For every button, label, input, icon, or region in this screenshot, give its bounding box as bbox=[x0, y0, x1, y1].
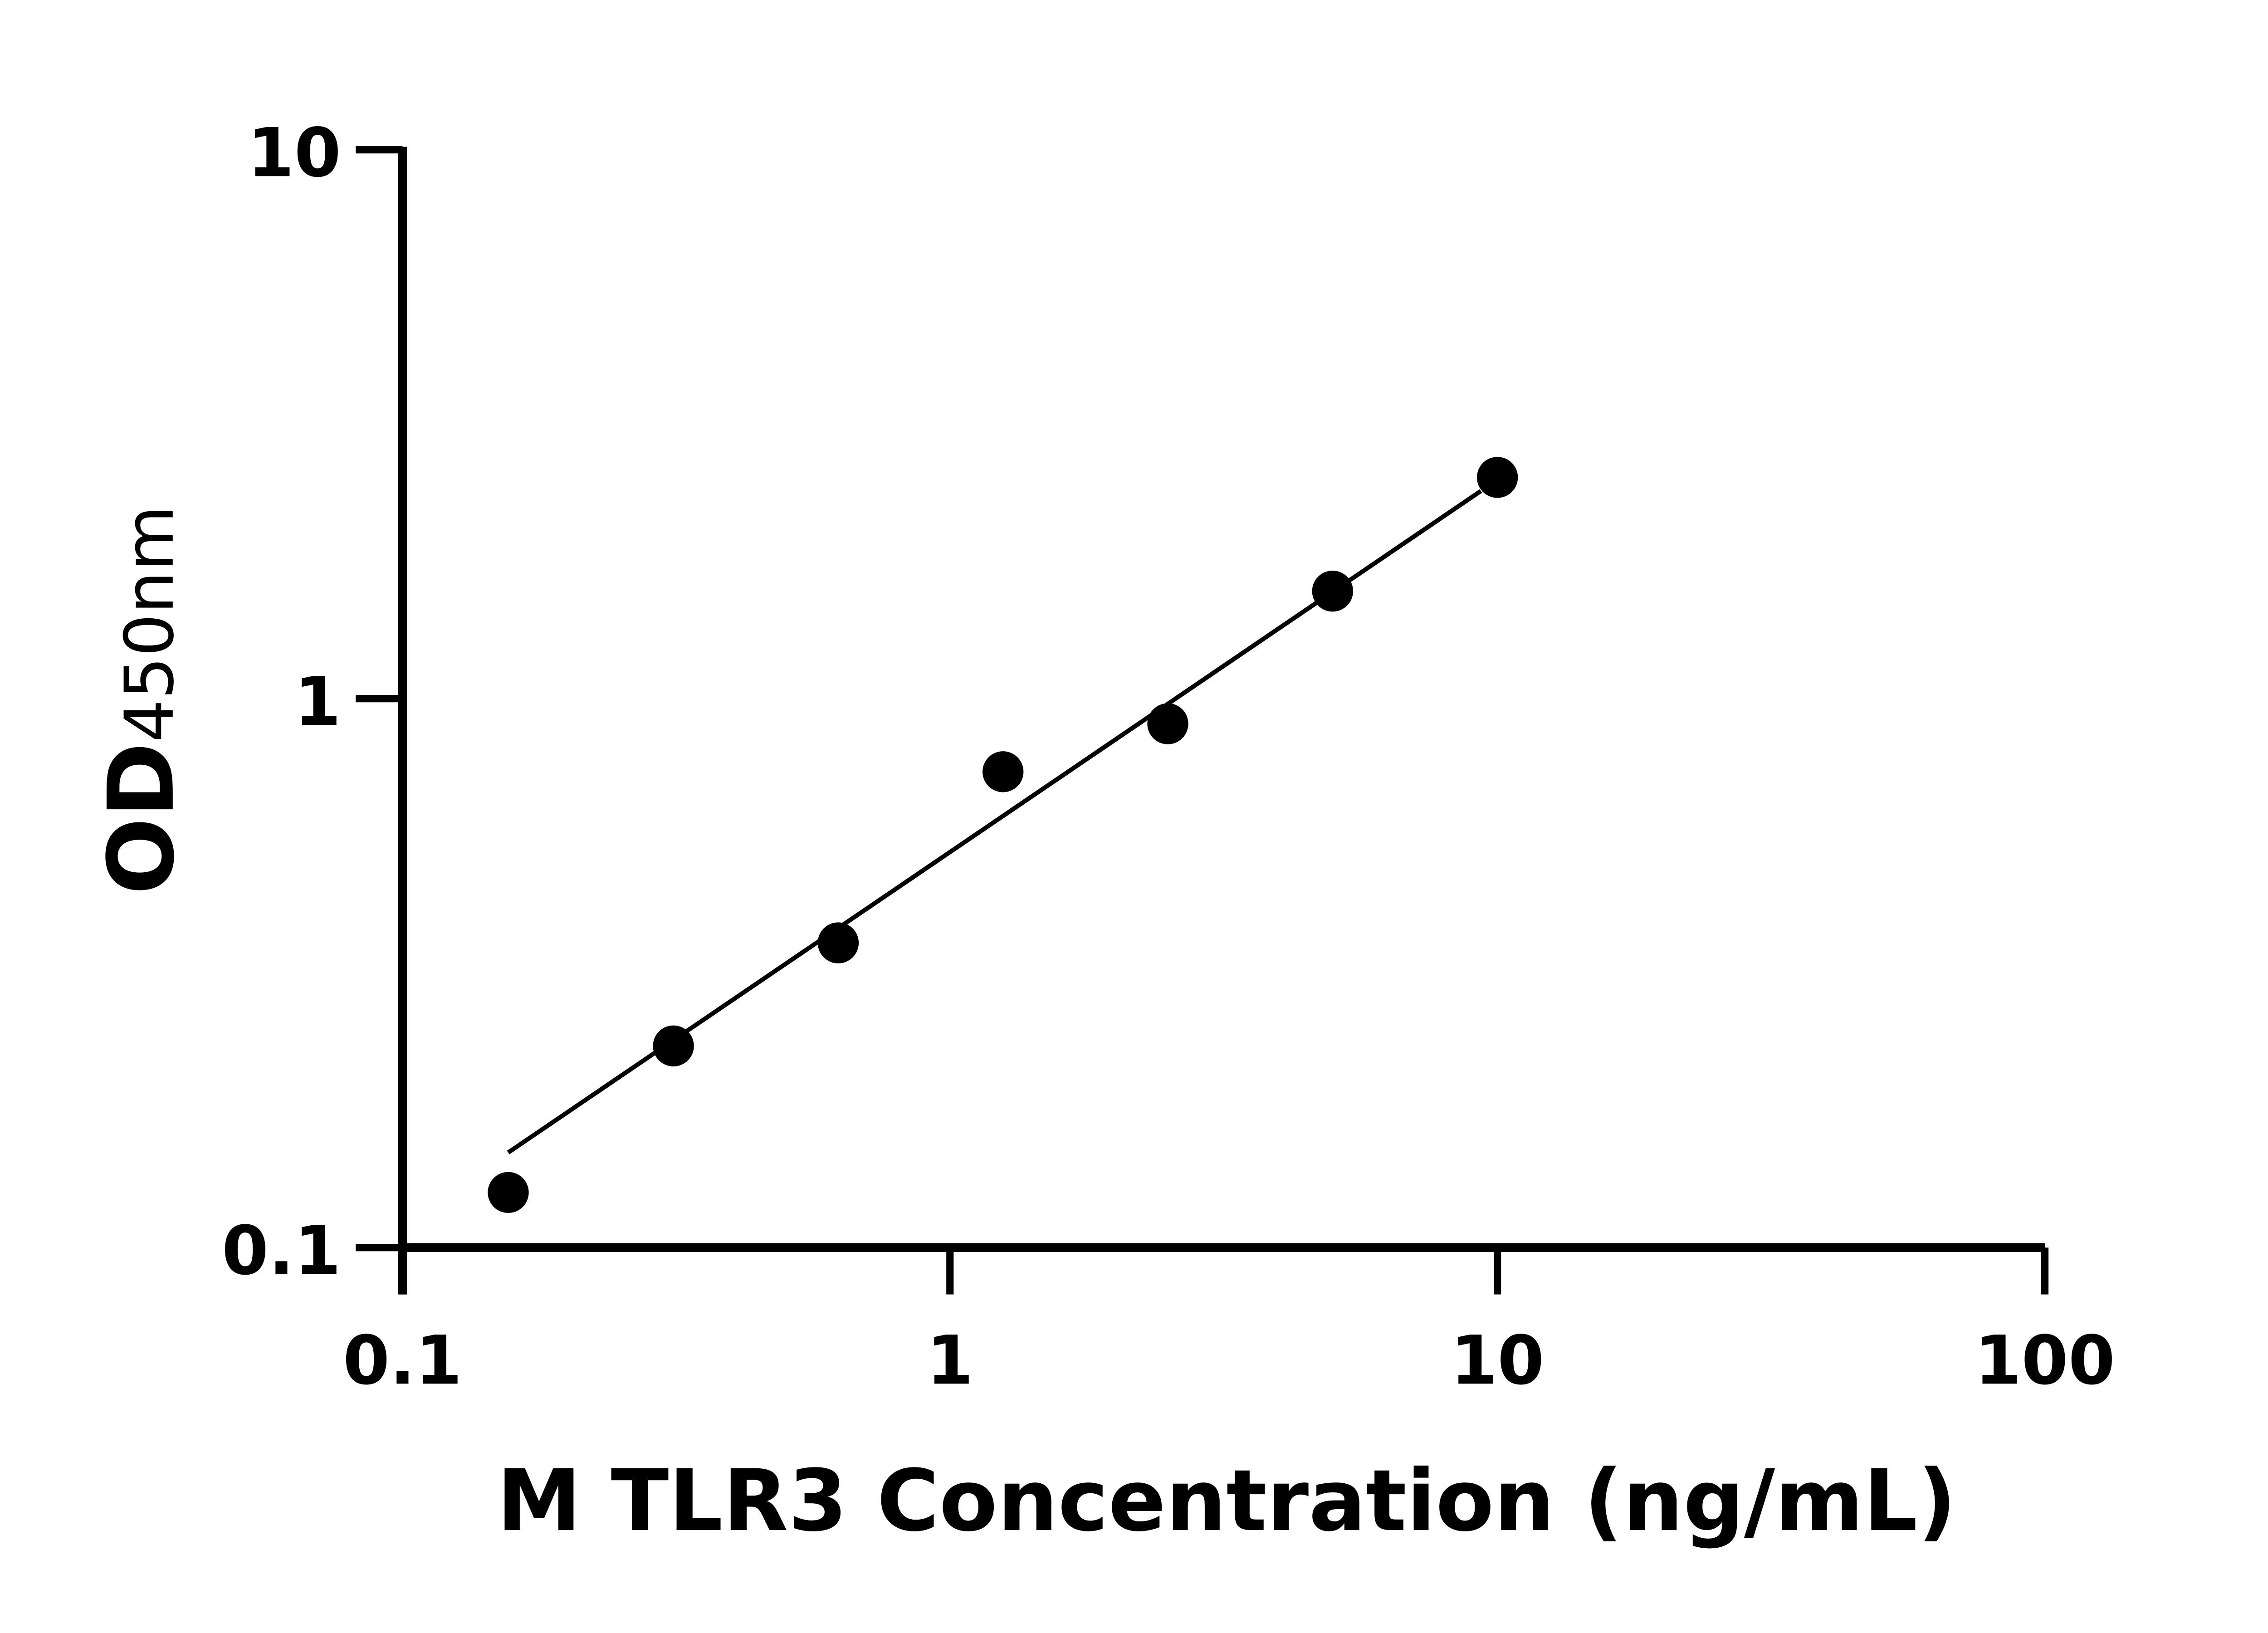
x-axis-title: M TLR3 Concentration (ng/mL) bbox=[497, 1452, 1956, 1550]
data-point bbox=[1147, 703, 1188, 744]
y-axis-title-main: OD bbox=[89, 742, 195, 895]
data-point bbox=[488, 1172, 529, 1213]
data-points bbox=[488, 457, 1518, 1213]
x-tick-label: 0.1 bbox=[343, 1321, 462, 1400]
y-axis-title-sub: 450nm bbox=[111, 505, 189, 742]
data-point bbox=[817, 922, 859, 963]
y-axis-title: OD450nm bbox=[89, 505, 195, 895]
y-tick-label: 1 bbox=[294, 663, 341, 741]
y-tick-label: 10 bbox=[247, 114, 341, 192]
x-tick-label: 1 bbox=[927, 1321, 973, 1400]
data-point bbox=[653, 1025, 694, 1066]
data-point bbox=[982, 751, 1024, 792]
data-point bbox=[1312, 570, 1354, 612]
x-tick-label: 10 bbox=[1451, 1321, 1545, 1400]
data-point bbox=[1476, 457, 1518, 498]
x-tick-label: 100 bbox=[1975, 1321, 2115, 1400]
axes: 0.1 1 10 0.1 1 10 100 bbox=[222, 114, 2115, 1400]
y-tick-label: 0.1 bbox=[222, 1212, 341, 1290]
